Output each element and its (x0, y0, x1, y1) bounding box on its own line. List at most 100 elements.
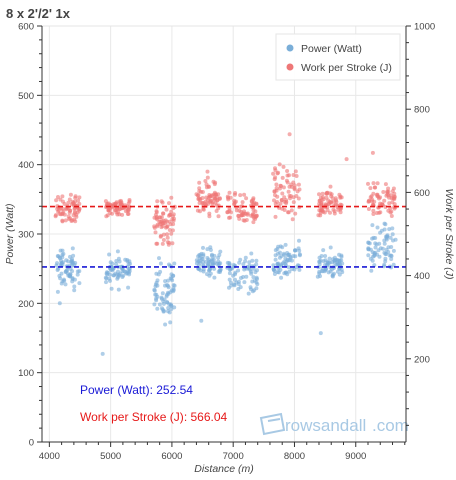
work-point (167, 228, 172, 232)
work-point (374, 211, 379, 215)
work-point (272, 189, 277, 194)
work-point (67, 217, 71, 221)
work-point (155, 199, 160, 204)
work-point (273, 175, 278, 180)
power-point (386, 245, 391, 250)
power-point (393, 237, 398, 242)
work-point (389, 214, 394, 218)
work-point (72, 217, 77, 222)
power-point (155, 306, 160, 311)
work-point (155, 241, 160, 246)
work-point (161, 211, 165, 216)
work-point (387, 201, 392, 206)
legend-work-label: Work per Stroke (J) (301, 62, 392, 74)
power-point (272, 269, 277, 273)
power-point (227, 271, 232, 276)
work-point (368, 186, 373, 191)
work-point (169, 209, 174, 214)
power-point (323, 262, 328, 267)
power-point (254, 262, 259, 267)
work-point (251, 201, 256, 206)
work-point (152, 224, 157, 229)
power-point (233, 277, 237, 282)
work-point (383, 182, 388, 187)
power-point (390, 232, 395, 237)
work-point (278, 201, 283, 206)
work-point (238, 193, 243, 198)
work-point (225, 210, 230, 215)
power-point (125, 258, 130, 262)
power-point (389, 257, 394, 261)
work-point (60, 206, 65, 211)
power-point (61, 277, 66, 282)
work-point (127, 199, 132, 204)
work-point (68, 208, 73, 213)
power-point (318, 331, 323, 336)
power-point (75, 269, 80, 274)
work-point (320, 208, 325, 213)
power-point (126, 285, 131, 290)
work-point (370, 150, 375, 155)
work-point (228, 215, 233, 220)
y-tick-label: 600 (18, 22, 34, 33)
power-point (254, 258, 259, 263)
power-point (321, 248, 326, 253)
power-point (290, 267, 295, 271)
power-point (373, 241, 378, 246)
power-point (279, 275, 284, 280)
work-point (197, 198, 202, 203)
power-point (366, 253, 371, 258)
power-point (55, 261, 59, 266)
power-point (70, 246, 75, 251)
power-point (216, 255, 221, 260)
work-point (274, 182, 279, 187)
power-point (115, 249, 120, 254)
work-point (202, 201, 207, 206)
power-point (167, 302, 172, 307)
power-point (237, 260, 242, 265)
power-point (247, 260, 252, 265)
brand-watermark: rowsandall .com (259, 412, 409, 436)
power-point (158, 261, 163, 266)
work-point (316, 213, 321, 218)
power-point (383, 256, 388, 261)
work-point (217, 196, 222, 201)
work-point (207, 184, 211, 189)
work-point (171, 222, 176, 227)
y2-tick-label: 400 (414, 271, 430, 282)
legend: Power (Watt) Work per Stroke (J) (275, 33, 401, 81)
power-point (115, 276, 120, 281)
power-point (391, 262, 396, 267)
work-point (297, 187, 302, 192)
work-point (289, 208, 294, 213)
work-point (254, 201, 259, 206)
work-point (344, 157, 349, 162)
work-point (153, 230, 158, 235)
work-point (281, 164, 286, 169)
power-point (218, 267, 223, 272)
power-point (169, 272, 174, 277)
power-point (166, 283, 170, 288)
power-point (65, 268, 70, 272)
work-point (317, 192, 321, 197)
power-point (208, 245, 213, 250)
work-point (285, 173, 290, 178)
work-point (251, 197, 256, 202)
power-point (315, 274, 320, 279)
power-point (229, 283, 234, 288)
annotation-power-label: Power (Watt) (80, 383, 150, 397)
power-point (276, 270, 281, 275)
power-point (59, 258, 63, 263)
power-point (285, 253, 290, 258)
power-point (207, 268, 211, 273)
power-point (115, 272, 120, 277)
y-tick-label: 200 (18, 299, 34, 310)
work-point (242, 209, 247, 214)
work-point (293, 169, 298, 174)
power-point (116, 269, 120, 274)
power-point (391, 248, 396, 253)
work-point (167, 201, 171, 206)
work-point (244, 218, 249, 222)
y2-tick-label: 800 (414, 105, 430, 116)
power-point (57, 301, 62, 306)
